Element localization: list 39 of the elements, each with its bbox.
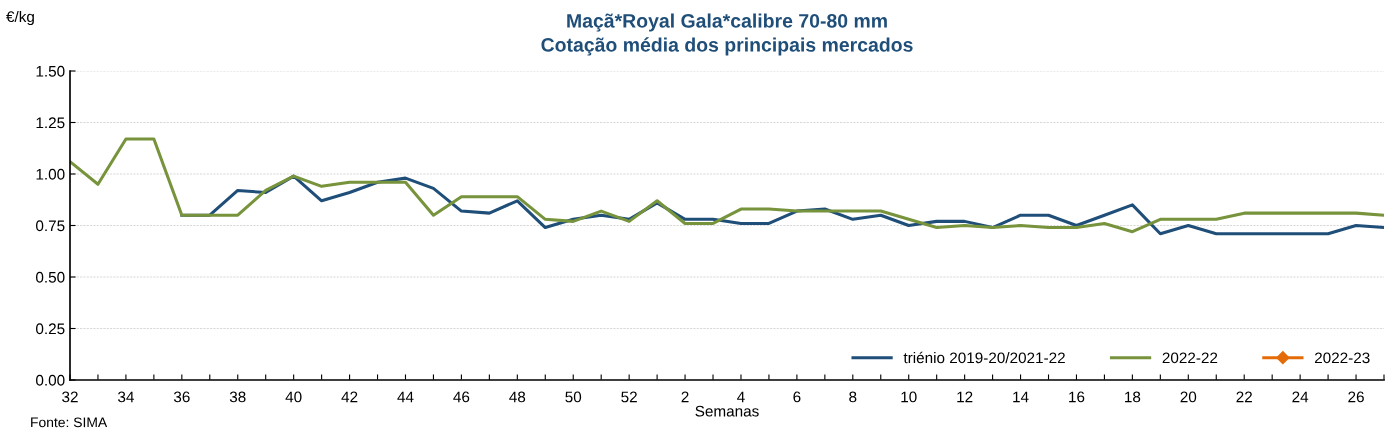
x-tick-label: 24 xyxy=(1292,391,1309,403)
x-tick-label: 40 xyxy=(285,391,302,403)
x-tick-label: 22 xyxy=(1236,391,1252,403)
x-tick-label: 8 xyxy=(849,391,857,403)
x-tick-label: 14 xyxy=(1013,391,1029,403)
x-tick-label: 6 xyxy=(793,391,801,403)
legend-label: triénio 2019-20/2021-22 xyxy=(903,351,1065,364)
legend-label: 2022-22 xyxy=(1162,352,1218,364)
x-tick-label: 26 xyxy=(1348,391,1364,403)
y-tick-label: 1.50 xyxy=(36,65,65,77)
x-tick-label: 36 xyxy=(173,391,190,403)
x-tick-label: 32 xyxy=(62,391,78,403)
x-tick-label: 44 xyxy=(397,391,414,403)
x-axis-title: Semanas xyxy=(695,405,759,417)
y-tick-label: 1.00 xyxy=(36,168,65,180)
x-tick-label: 48 xyxy=(509,391,526,403)
y-axis-title: €/kg xyxy=(6,10,34,26)
x-tick-label: 12 xyxy=(957,391,973,403)
y-tick-label: 0.25 xyxy=(36,323,65,335)
x-tick-label: 52 xyxy=(621,391,637,403)
y-tick-label: 1.25 xyxy=(36,117,65,129)
x-tick-label: 42 xyxy=(341,391,358,403)
x-tick-label: 46 xyxy=(453,391,470,403)
x-tick-label: 10 xyxy=(901,391,917,403)
x-tick-label: 50 xyxy=(565,391,582,403)
source-note: Fonte: SIMA xyxy=(31,417,108,428)
chart-title: Maçã*Royal Gala*calibre 70-80 mm Cotação média dos principais mercados xyxy=(541,13,913,56)
y-tick-label: 0.75 xyxy=(36,220,65,232)
x-tick-label: 38 xyxy=(229,391,246,403)
y-tick-label: 0.00 xyxy=(36,374,65,386)
x-tick-label: 20 xyxy=(1180,391,1197,403)
line-series xyxy=(70,137,1384,234)
x-tick-label: 16 xyxy=(1069,391,1085,403)
y-tick-label: 0.50 xyxy=(36,271,65,283)
x-tick-label: 34 xyxy=(118,391,134,403)
x-tick-label: 4 xyxy=(737,391,745,403)
legend-label: 2022-23 xyxy=(1314,352,1370,364)
x-tick-label: 18 xyxy=(1125,391,1141,403)
x-tick-label: 2 xyxy=(681,391,689,403)
